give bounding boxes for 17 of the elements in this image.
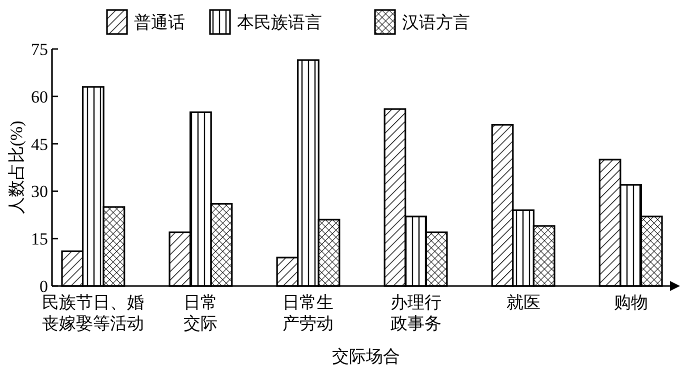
legend-label: 汉语方言: [402, 13, 470, 32]
y-tick-label: 45: [31, 134, 48, 154]
y-axis-title: 人数占比(%): [7, 120, 26, 214]
x-tick-label: 就医: [506, 293, 540, 312]
x-tick-label: 日常生产劳动: [282, 293, 334, 333]
x-tick-label: 民族节日、婚丧嫁娶等活动: [42, 293, 144, 333]
x-axis-title: 交际场合: [332, 347, 400, 366]
y-tick-label: 0: [40, 276, 48, 296]
y-tick-label: 15: [31, 230, 48, 249]
legend-label: 本民族语言: [237, 13, 322, 32]
legend-label: 普通话: [134, 13, 185, 32]
y-tick-label: 60: [31, 87, 48, 106]
y-tick-label: 30: [31, 182, 48, 202]
x-tick-label: 购物: [614, 293, 648, 312]
x-tick-label: 办理行政事务: [390, 293, 442, 333]
y-tick-label: 75: [31, 40, 48, 59]
x-tick-label: 日常交际: [184, 293, 218, 333]
